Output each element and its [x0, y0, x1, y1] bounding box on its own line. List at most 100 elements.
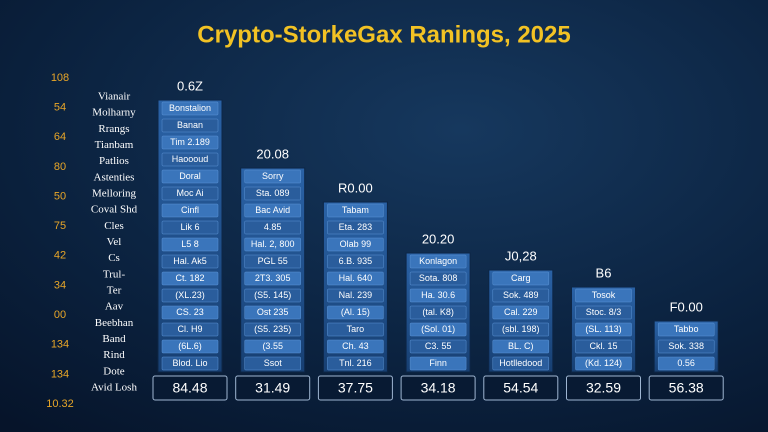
cell [657, 322, 715, 337]
cell-text: PGL 55 [258, 256, 288, 266]
cell [244, 237, 301, 252]
cell [244, 339, 301, 354]
column-header: 20.20 [422, 231, 455, 246]
left-number: 10.32 [46, 398, 74, 410]
cell [161, 220, 219, 235]
cell-text: (Sol. 01) [421, 324, 455, 334]
cell-text: Banan [177, 120, 203, 130]
cell-text: (3.55 [262, 341, 283, 351]
cell-text: (sbl. 198) [502, 324, 540, 334]
title: Crypto-StorkeGax Ranings, 2025 [197, 21, 570, 48]
column-header: 20.08 [256, 146, 289, 161]
row-label: Beebhan [95, 317, 134, 329]
cell-text: Lik 6 [180, 222, 199, 232]
cell-text: Doral [179, 171, 201, 181]
cell [161, 288, 219, 303]
cell [575, 322, 632, 337]
cell-text: Tnl. 216 [339, 358, 372, 368]
cell [492, 356, 550, 371]
cell-text: Moc Ai [176, 188, 203, 198]
cell [327, 254, 384, 269]
left-number: 75 [54, 220, 66, 232]
cell [244, 169, 301, 184]
cell [409, 322, 467, 337]
cell-text: 4.85 [264, 222, 282, 232]
cell-text: Stoc. 8/3 [586, 307, 622, 317]
cell [657, 339, 715, 354]
total-box [152, 375, 228, 401]
row-label: Melloring [92, 188, 136, 200]
cell [244, 254, 301, 269]
cell-text: (Kd. 124) [585, 358, 622, 368]
bar [488, 269, 554, 373]
total-box [483, 375, 559, 401]
row-label: Rrangs [98, 123, 129, 135]
cell-text: Ct. 182 [175, 273, 204, 283]
total-box [235, 375, 311, 401]
row-label: Astenties [94, 171, 135, 183]
cell [244, 220, 301, 235]
left-number: 64 [54, 131, 66, 143]
cell-text: Nal. 239 [339, 290, 373, 300]
cell [244, 186, 301, 201]
cell-text: C3. 55 [425, 341, 452, 351]
cell-text: 0.56 [677, 358, 695, 368]
chart-body: 108 54 64 80 50 75 42 34 00 134 134 10.32 Vianair Mol… [46, 72, 724, 410]
cell [492, 322, 550, 337]
cell-text: Cinfl [181, 205, 199, 215]
cell [161, 152, 219, 167]
left-number: 00 [54, 309, 66, 321]
row-label: Rind [103, 349, 125, 361]
column-header: 0.6Z [177, 78, 203, 93]
cell [409, 339, 467, 354]
cell-text: Tabbo [674, 324, 699, 334]
row-label: Avid Losh [91, 382, 137, 394]
cell [492, 339, 550, 354]
bar [240, 167, 306, 373]
left-number: 34 [54, 279, 66, 291]
row-label: Cles [104, 220, 124, 232]
row-label: Cs [108, 252, 120, 264]
total: 31.49 [255, 380, 290, 396]
cell-text: (S5. 145) [254, 290, 291, 300]
cell [657, 356, 715, 371]
row-label: Trul- [103, 268, 126, 280]
cell [575, 356, 632, 371]
cell [575, 305, 632, 320]
row-label: Coval Shd [91, 204, 138, 216]
cell [327, 271, 384, 286]
cell [161, 254, 219, 269]
cell-text: Haoooud [172, 154, 209, 164]
cell-text: Hal. Ak5 [173, 256, 207, 266]
row-label: Aav [105, 301, 124, 313]
cell [409, 254, 467, 269]
cell [327, 288, 384, 303]
cell [327, 237, 384, 252]
cell [244, 322, 301, 337]
cell-text: Tabam [342, 205, 369, 215]
left-number: 50 [54, 190, 66, 202]
row-label: Band [102, 333, 126, 345]
cell [492, 288, 550, 303]
cell [161, 339, 219, 354]
cell-text: Ha. 30.6 [421, 290, 455, 300]
cell-text: Tosok [592, 290, 616, 300]
cell-text: CS. 23 [176, 307, 204, 317]
cell [161, 237, 219, 252]
cell [327, 220, 384, 235]
left-number: 80 [54, 161, 66, 173]
cell [244, 288, 301, 303]
cell-text: Ost 235 [257, 307, 289, 317]
cell [492, 271, 550, 286]
total-box [400, 375, 476, 401]
cell [327, 322, 384, 337]
cell [244, 305, 301, 320]
cell-text: (6L.6) [178, 341, 202, 351]
cell-text: Bac Avid [255, 205, 290, 215]
cell-text: Cal. 229 [504, 307, 538, 317]
total-box [317, 375, 393, 401]
left-number: 108 [51, 72, 69, 84]
cell [327, 356, 384, 371]
cell-text: BL. C) [508, 341, 534, 351]
cell [161, 203, 219, 218]
